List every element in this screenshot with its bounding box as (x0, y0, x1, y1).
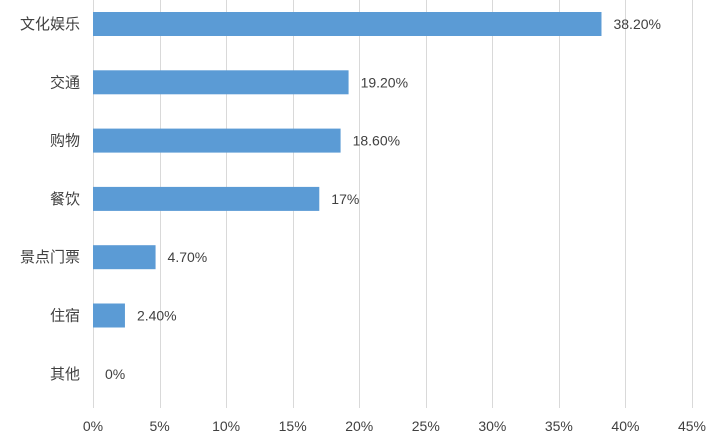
x-tick-label: 45% (678, 418, 706, 434)
category-label: 餐饮 (50, 190, 80, 208)
category-label: 其他 (50, 365, 80, 383)
bar (93, 303, 125, 328)
x-tick-label: 25% (412, 418, 440, 434)
x-tick-label: 10% (212, 418, 240, 434)
data-label: 18.60% (353, 133, 400, 149)
x-tick-label: 15% (279, 418, 307, 434)
data-label: 38.20% (613, 16, 660, 32)
data-labels: 38.20% 19.20% 18.60% 17% 4.70% 2.40% 0% (105, 16, 661, 382)
bars (93, 12, 602, 328)
bar (93, 186, 320, 211)
grid-lines (93, 0, 693, 408)
data-label: 2.40% (137, 308, 177, 324)
x-tick-label: 35% (545, 418, 573, 434)
x-tick-label: 5% (149, 418, 169, 434)
data-label: 17% (331, 191, 359, 207)
bar (93, 245, 156, 270)
bar (93, 70, 349, 95)
x-tick-label: 30% (478, 418, 506, 434)
category-label: 交通 (50, 73, 80, 91)
x-tick-label: 40% (611, 418, 639, 434)
x-tick-label: 20% (345, 418, 373, 434)
data-label: 4.70% (168, 249, 208, 265)
bar (93, 12, 602, 36)
x-tick-label: 0% (83, 418, 103, 434)
category-label: 住宿 (50, 307, 80, 325)
data-label: 0% (105, 366, 125, 382)
category-label: 景点门票 (20, 248, 80, 266)
x-axis-tick-labels: 0% 5% 10% 15% 20% 25% 30% 35% 40% 45% (83, 418, 706, 434)
bar (93, 128, 341, 153)
data-label: 19.20% (361, 74, 408, 90)
category-label: 购物 (50, 132, 80, 150)
category-label: 文化娱乐 (20, 15, 80, 33)
